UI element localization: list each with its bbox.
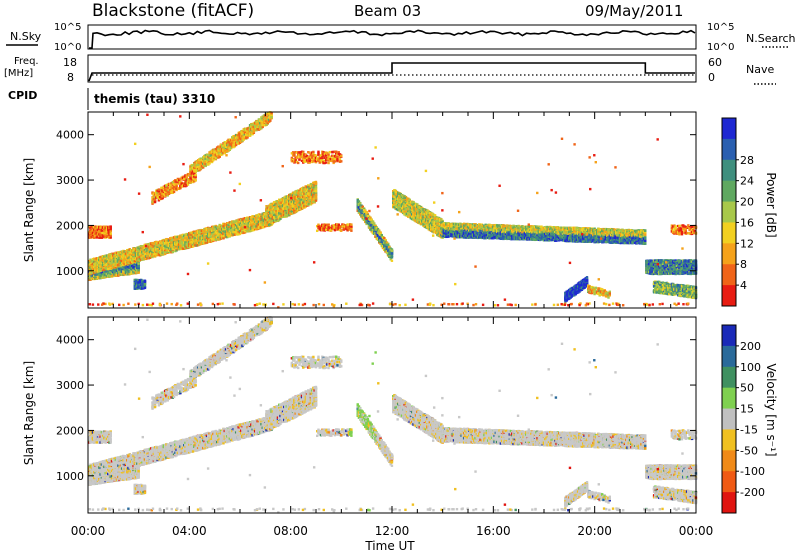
nsky-strip: N.Sky 10^5 10^0 10^5 10^0 N.Search [6, 22, 796, 53]
nsky-tick-bottom: 10^0 [54, 42, 81, 53]
date-title: 09/May/2011 [585, 2, 683, 20]
freq-strip: Freq. [MHz] 18 8 60 0 Nave [4, 55, 776, 84]
rti-figure: Blackstone (fitACF) Beam 03 09/May/2011 … [0, 0, 800, 554]
nave-tick-top: 60 [708, 56, 722, 69]
freq-unit: [MHz] [4, 68, 33, 79]
cpid-label: CPID [8, 89, 37, 102]
nsearch-label: N.Search [746, 32, 796, 45]
nsearch-tick-top: 10^5 [707, 22, 734, 33]
power-scatter [88, 111, 697, 309]
nave-tick-bottom: 0 [708, 71, 715, 84]
station-title: Blackstone (fitACF) [92, 1, 254, 21]
freq-label: Freq. [14, 56, 39, 67]
nave-label: Nave [746, 63, 774, 76]
nsky-frame [88, 25, 696, 49]
freq-tick-bottom: 8 [67, 71, 74, 84]
beam-title: Beam 03 [354, 2, 421, 20]
nsky-trace [89, 30, 695, 48]
nsearch-tick-bottom: 10^0 [707, 42, 734, 53]
nsky-tick-top: 10^5 [54, 22, 81, 33]
nsky-label: N.Sky [10, 30, 42, 43]
freq-trace [89, 63, 695, 81]
cpid-value: themis (tau) 3310 [94, 92, 215, 106]
rti-plot: Blackstone (fitACF) Beam 03 09/May/2011 … [0, 0, 800, 554]
freq-tick-top: 18 [63, 56, 77, 69]
cpid-strip: CPID themis (tau) 3310 [8, 88, 215, 110]
